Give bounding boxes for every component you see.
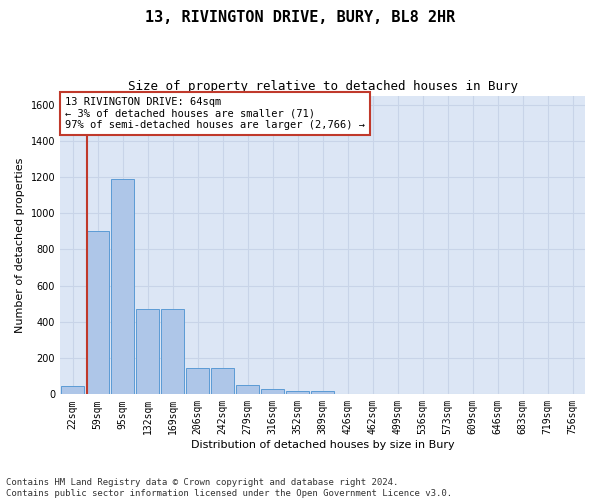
Bar bbox=[236, 386, 259, 394]
X-axis label: Distribution of detached houses by size in Bury: Distribution of detached houses by size … bbox=[191, 440, 454, 450]
Bar bbox=[161, 309, 184, 394]
Bar bbox=[286, 391, 310, 394]
Text: Contains HM Land Registry data © Crown copyright and database right 2024.
Contai: Contains HM Land Registry data © Crown c… bbox=[6, 478, 452, 498]
Y-axis label: Number of detached properties: Number of detached properties bbox=[15, 158, 25, 332]
Text: 13, RIVINGTON DRIVE, BURY, BL8 2HR: 13, RIVINGTON DRIVE, BURY, BL8 2HR bbox=[145, 10, 455, 25]
Text: 13 RIVINGTON DRIVE: 64sqm
← 3% of detached houses are smaller (71)
97% of semi-d: 13 RIVINGTON DRIVE: 64sqm ← 3% of detach… bbox=[65, 97, 365, 130]
Bar bbox=[260, 388, 284, 394]
Bar bbox=[211, 368, 235, 394]
Bar bbox=[311, 391, 334, 394]
Bar bbox=[185, 368, 209, 394]
Bar bbox=[86, 232, 109, 394]
Bar bbox=[136, 309, 160, 394]
Bar bbox=[110, 179, 134, 394]
Title: Size of property relative to detached houses in Bury: Size of property relative to detached ho… bbox=[128, 80, 518, 93]
Bar bbox=[61, 386, 85, 394]
